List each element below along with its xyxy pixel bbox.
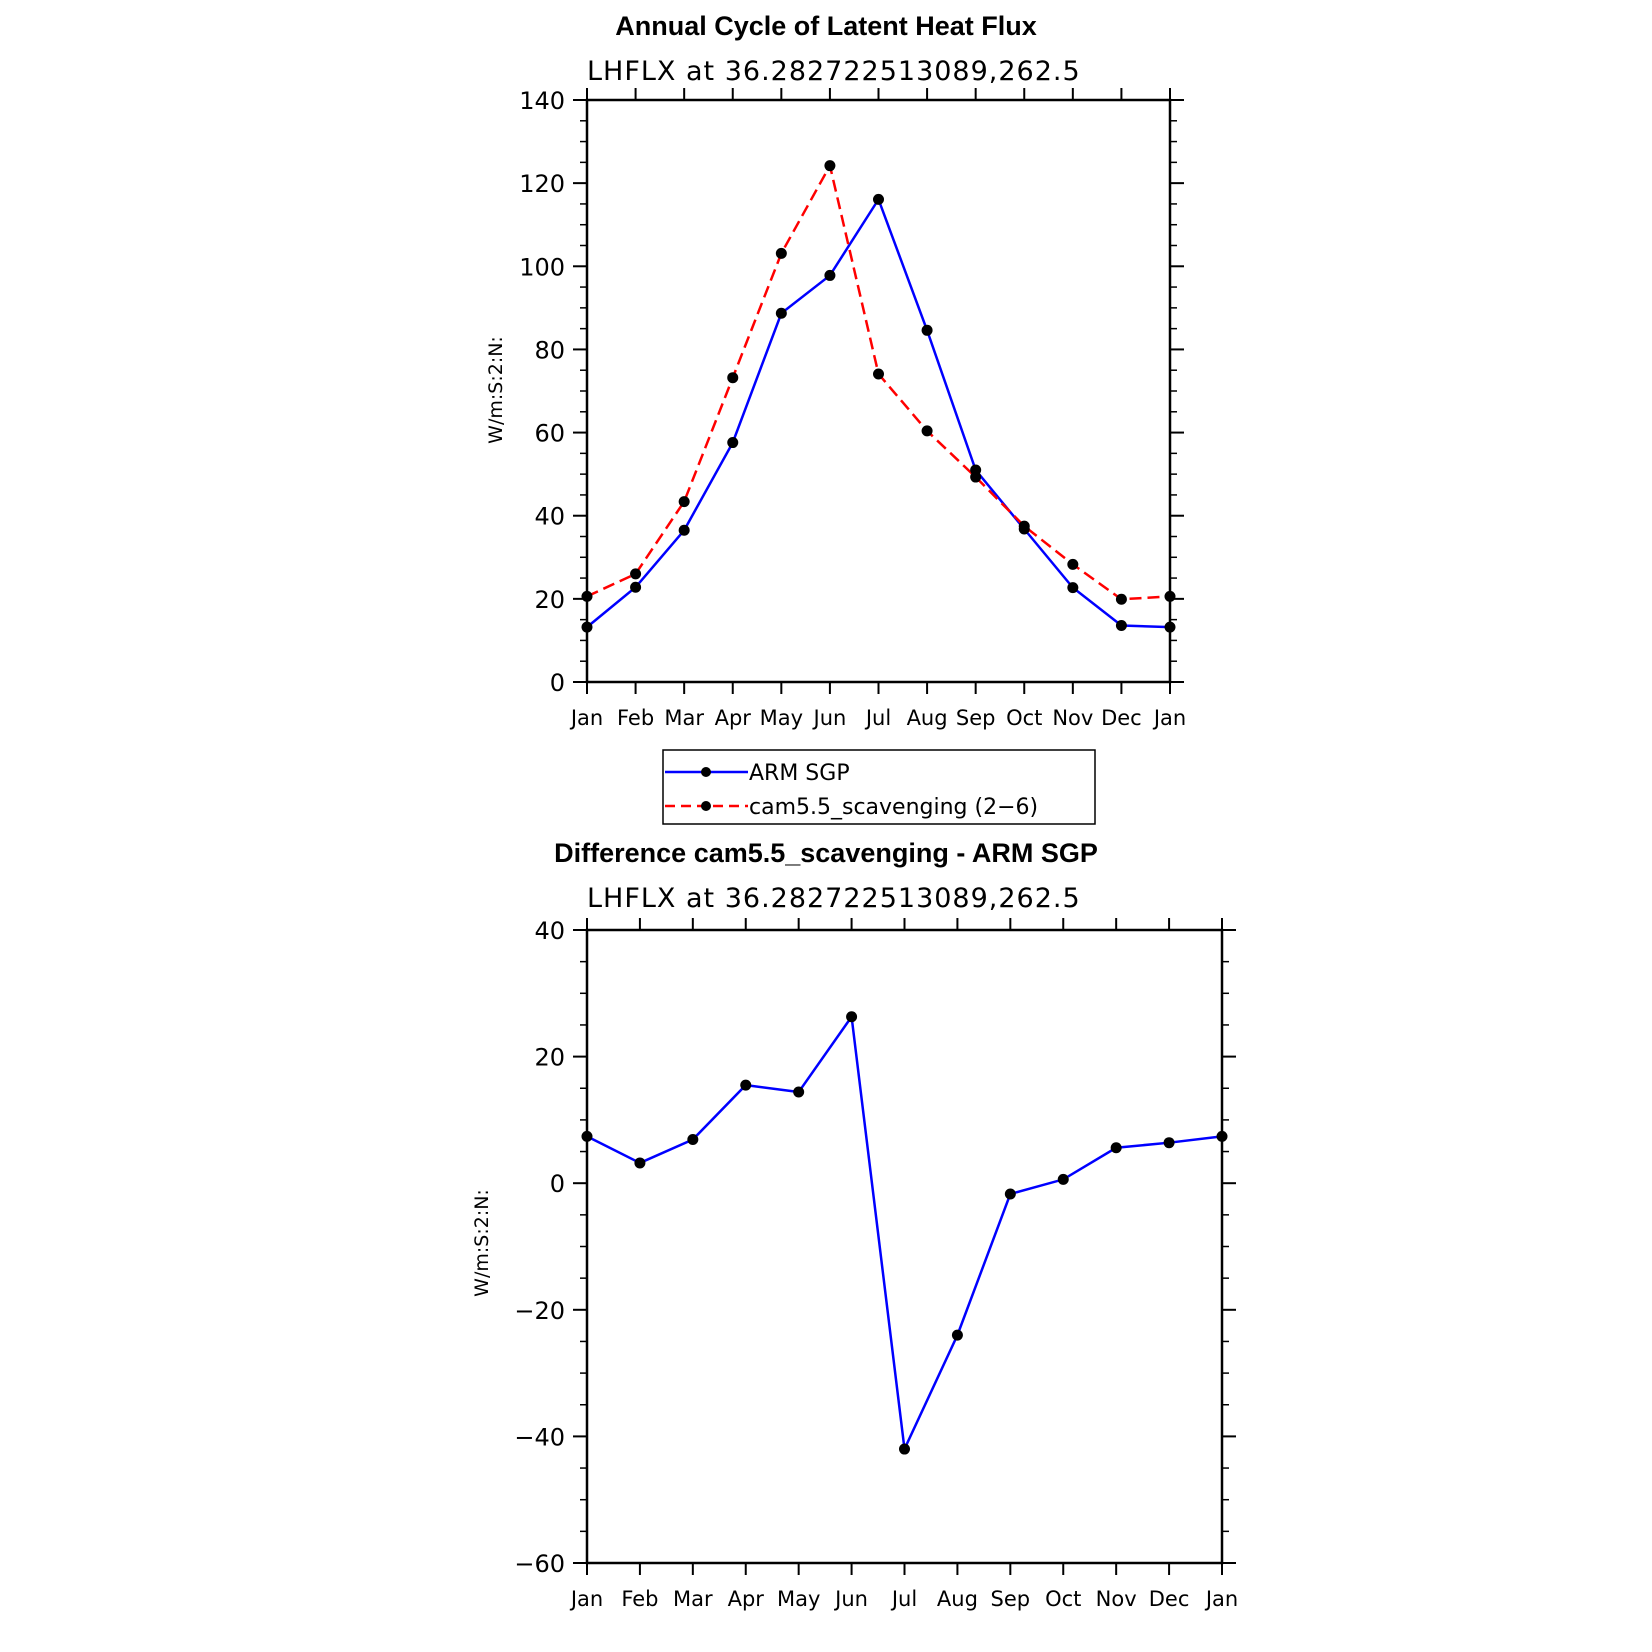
chart1-subtitle: LHFLX at 36.282722513089,262.5: [587, 56, 1081, 87]
chart1-legend: ARM SGP cam5.5_scavenging (2−6): [662, 749, 1096, 825]
chart1-xtick-label: Jun: [812, 706, 847, 730]
chart2-xtick-label: Apr: [728, 1587, 765, 1611]
chart1-xtick-label: Jul: [864, 706, 891, 730]
chart1-xtick-label: Oct: [1006, 706, 1042, 730]
chart2-frame: [585, 928, 1224, 1565]
chart1-xtick-label: May: [760, 706, 803, 730]
chart1-series-2-point: [1164, 590, 1176, 602]
chart1-series-1-point: [1164, 621, 1176, 633]
chart1-plot-area: Jan Feb Mar Apr May Jun Jul Aug Sep Oct Nov Dec Jan0…: [519, 87, 1186, 730]
chart2-series-1-point: [951, 1329, 963, 1341]
chart2-xtick-label: Dec: [1149, 1587, 1190, 1611]
chart2-ylabel: W/m:S:2:N:: [471, 1189, 493, 1297]
chart1-series-1-point: [873, 193, 884, 205]
chart1-series-1-point: [775, 307, 787, 319]
chart1-xtick-label: Feb: [617, 706, 654, 730]
chart1-series-2-point: [630, 568, 642, 580]
chart1-ylabel: W/m:S:2:N:: [485, 336, 507, 444]
chart2-series-1-point: [846, 1011, 858, 1023]
chart2-xtick-label: Oct: [1045, 1587, 1081, 1611]
chart1-ytick-label: 140: [519, 87, 565, 115]
chart2-ytick-label: −60: [514, 1550, 565, 1578]
chart1-xtick-label: Mar: [664, 706, 704, 730]
legend-marker-arm: [701, 767, 711, 777]
chart2-series-1-point: [793, 1086, 805, 1098]
chart1-ytick-label: 20: [534, 586, 565, 614]
chart1-series-2-point: [824, 160, 836, 172]
chart1-series-1-point: [824, 269, 836, 281]
chart1-xtick-label: Aug: [907, 706, 948, 730]
chart1-series-1-point: [921, 324, 933, 336]
chart1-series-2-point: [873, 368, 884, 380]
chart1-ytick-label: 40: [534, 503, 565, 531]
chart2-series-1-point: [899, 1443, 910, 1455]
chart2-ytick-label: 0: [550, 1170, 565, 1198]
chart2-xtick-label: Jan: [1204, 1587, 1238, 1611]
chart1-series-1-point: [1115, 619, 1127, 631]
chart1-series-1-point: [581, 621, 593, 633]
chart2-series-1-point: [1057, 1173, 1069, 1185]
chart2-xtick-label: Jan: [569, 1587, 603, 1611]
chart2-series-1-point: [1110, 1142, 1122, 1154]
legend-marker-cam: [701, 801, 711, 811]
chart2-series-1-point: [687, 1134, 699, 1146]
chart1-xtick-label: Sep: [956, 706, 996, 730]
chart2-title: Difference cam5.5_scavenging - ARM SGP: [554, 838, 1098, 868]
chart2-plot-area: Jan Feb Mar Apr May Jun Jul Aug Sep Oct Nov Dec Jan−…: [514, 917, 1238, 1611]
chart2-series-1-point: [634, 1157, 646, 1169]
chart1-series-2-point: [970, 471, 982, 483]
chart1-xtick-label: Nov: [1052, 706, 1093, 730]
chart2-xtick-label: Feb: [621, 1587, 658, 1611]
chart2-series-1-point: [1163, 1137, 1175, 1149]
chart1-xtick-label: Dec: [1101, 706, 1142, 730]
chart1-series-2-point: [1018, 520, 1030, 532]
chart1-ytick-label: 100: [519, 253, 565, 281]
chart1-ytick-label: 0: [550, 669, 565, 697]
chart1-title: Annual Cycle of Latent Heat Flux: [615, 11, 1037, 41]
chart1-series-1-point: [1067, 582, 1079, 594]
legend-label-cam: cam5.5_scavenging (2−6): [749, 795, 1038, 820]
chart2-subtitle: LHFLX at 36.282722513089,262.5: [587, 883, 1081, 914]
chart1-series-2-point: [581, 590, 593, 602]
chart1-series-2-point: [775, 247, 787, 259]
chart1-ytick-label: 120: [519, 170, 565, 198]
chart1-series-1-point: [630, 581, 642, 593]
chart1-series-2-point: [1115, 593, 1127, 605]
legend-label-arm: ARM SGP: [749, 761, 850, 786]
chart2-series-line-1: [586, 1013, 1223, 1454]
chart1-series-1-point: [678, 524, 690, 536]
chart1-series-2-point: [1067, 558, 1079, 570]
chart2-xtick-label: May: [777, 1587, 820, 1611]
chart2-xtick-label: Aug: [937, 1587, 978, 1611]
chart1-ytick-label: 60: [534, 420, 565, 448]
chart2-series-1-point: [581, 1130, 593, 1142]
chart1-xtick-label: Apr: [715, 706, 752, 730]
chart2-xtick-label: Jun: [833, 1587, 868, 1611]
chart2-series-1-point: [1216, 1130, 1228, 1142]
legend-box: [662, 749, 1096, 825]
chart1-xtick-label: Jan: [569, 706, 603, 730]
chart2-xtick-label: Jul: [890, 1587, 917, 1611]
chart2-series-1-point: [740, 1079, 752, 1091]
chart2-xtick-label: Sep: [991, 1587, 1031, 1611]
chart2-xtick-label: Mar: [673, 1587, 713, 1611]
chart2-series-1-point: [1004, 1188, 1016, 1200]
chart1-series-2-point: [921, 425, 933, 437]
chart2-ytick-label: −40: [514, 1423, 565, 1451]
chart1-ytick-label: 80: [534, 336, 565, 364]
chart1-series-1-point: [727, 437, 739, 449]
chart1-series-line-1: [586, 196, 1171, 629]
chart1-series-2-point: [727, 372, 739, 384]
chart1-xtick-label: Jan: [1152, 706, 1186, 730]
chart1-series-2-point: [678, 496, 690, 508]
chart2-ytick-label: −20: [514, 1297, 565, 1325]
chart2-ytick-label: 40: [534, 917, 565, 945]
chart2-ytick-label: 20: [534, 1044, 565, 1072]
chart2-xtick-label: Nov: [1096, 1587, 1137, 1611]
chart1-series-line-2: [586, 162, 1171, 601]
